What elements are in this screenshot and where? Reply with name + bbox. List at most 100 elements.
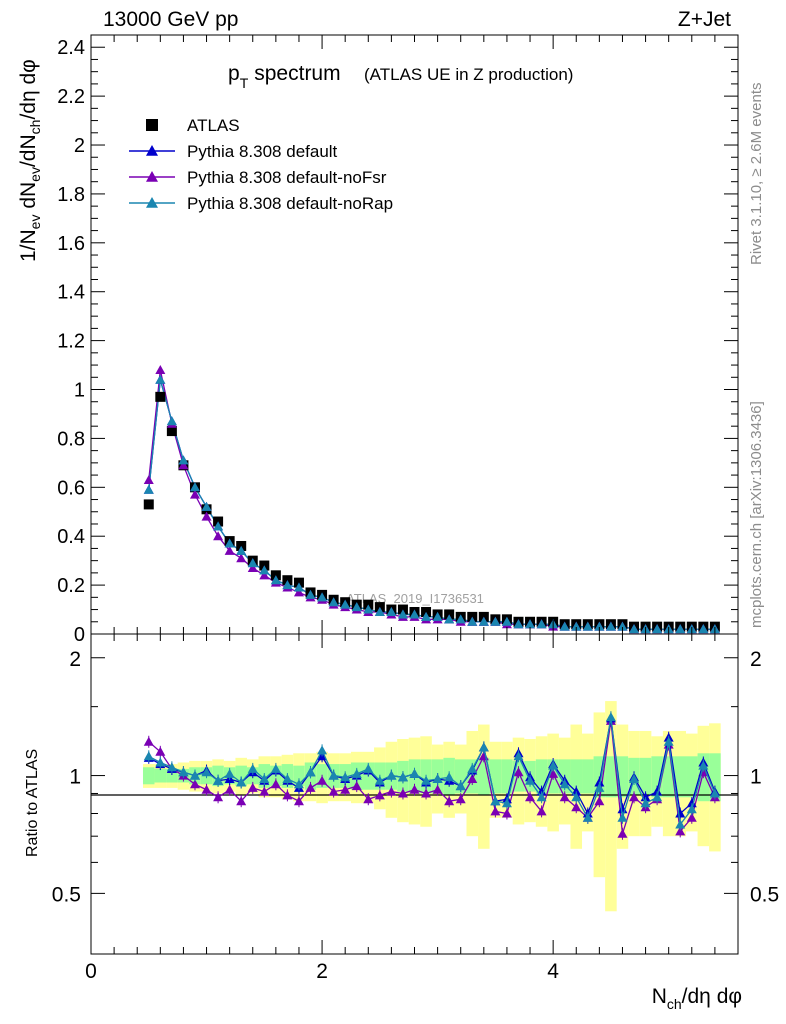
upper-mc-point: [467, 616, 478, 626]
upper-axis-ticks: 0 0.2 0.4 0.6 0.8 1 1.2 1.4 1.6 1.8 2 2.2 2.4: [57, 34, 738, 646]
upper-mc-point: [536, 619, 547, 629]
ratio-point: [351, 768, 362, 778]
upper-y-tick-label: 0: [74, 624, 85, 646]
lower-axis-ticks: 0.5 0.5 1 1 2 2 0 2 4: [52, 634, 779, 983]
ratio-point: [455, 781, 466, 791]
ratio-stat-band: [489, 759, 502, 794]
ratio-point: [201, 784, 212, 794]
ratio-stat-band: [582, 759, 594, 794]
ratio-point: [328, 786, 339, 796]
upper-mc-point: [698, 624, 709, 634]
rivet-label: Rivet 3.1.10, ≥ 2.6M events: [748, 83, 765, 266]
ratio-point: [444, 796, 455, 806]
ratio-point: [282, 773, 293, 783]
upper-mc-point: [605, 621, 616, 631]
ratio-point: [467, 773, 478, 783]
ratio-point: [236, 796, 247, 806]
ratio-stat-band: [570, 759, 583, 794]
ratio-point: [559, 792, 570, 802]
ratio-point: [652, 786, 663, 796]
ratio-point: [536, 792, 547, 802]
upper-mc-point: [351, 602, 362, 612]
upper-mc-point: [594, 621, 605, 631]
upper-mc-point: [166, 416, 177, 426]
upper-mc-point: [259, 565, 270, 575]
upper-mc-point: [155, 374, 166, 384]
ratio-point: [363, 763, 374, 773]
ratio-stat-band: [235, 765, 247, 787]
ratio-y-tick-label-right: 1: [750, 766, 762, 789]
upper-mc-point: [178, 460, 189, 470]
ratio-point: [548, 768, 559, 778]
ratio-y-tick-label-right: 0.5: [750, 883, 779, 906]
plot-title-note: (ATLAS UE in Z production): [364, 65, 573, 84]
ratio-stat-band: [605, 756, 617, 798]
upper-y-tick-label: 0.2: [57, 575, 85, 597]
ratio-stat-band: [501, 759, 513, 794]
ratio-stat-band: [293, 765, 305, 787]
ratio-point: [594, 796, 605, 806]
ratio-y-tick-label: 0.5: [52, 883, 81, 906]
energy-label: 13000 GeV pp: [103, 8, 238, 31]
ratio-stat-band: [662, 756, 675, 798]
upper-series-layer: [143, 364, 720, 634]
ratio-point: [259, 786, 270, 796]
x-tick-label: 2: [316, 960, 328, 983]
ratio-point: [501, 808, 512, 818]
upper-mc-point: [432, 611, 443, 621]
upper-mc-point: [421, 611, 432, 621]
upper-mc-point: [525, 619, 536, 629]
legend-marker: [146, 171, 158, 182]
ratio-point: [143, 736, 154, 746]
ratio-y-axis-title: Ratio to ATLAS: [24, 749, 41, 857]
upper-mc-point: [270, 575, 281, 585]
upper-mc-point: [386, 606, 397, 616]
upper-y-tick-label: 0.4: [57, 526, 85, 548]
ratio-point: [213, 775, 224, 785]
ratio-series-line: [148, 720, 716, 834]
ratio-stat-band: [686, 756, 698, 798]
upper-mc-point: [293, 582, 304, 592]
upper-mc-point: [675, 624, 686, 634]
ratio-y-tick-label: 2: [69, 648, 81, 671]
ratio-y-tick-label-right: 2: [750, 648, 762, 671]
upper-y-tick-label: 2: [74, 135, 85, 157]
upper-mc-point: [363, 604, 374, 614]
ratio-point: [224, 768, 235, 778]
upper-mc-point: [201, 511, 212, 521]
upper-mc-point: [305, 589, 316, 599]
upper-mc-point: [478, 616, 489, 626]
ratio-point: [525, 792, 536, 802]
ratio-point: [397, 772, 408, 782]
process-label: Z+Jet: [678, 8, 731, 31]
ratio-point: [478, 742, 489, 752]
ratio-point: [686, 798, 697, 808]
upper-mc-point: [224, 538, 235, 548]
ratio-stat-band: [639, 757, 652, 796]
x-axis-title: Nch/dη dφ: [652, 985, 742, 1012]
ratio-point: [432, 784, 443, 794]
ratio-stat-band: [154, 768, 167, 783]
ratio-point: [351, 781, 362, 791]
ratio-point: [525, 775, 536, 785]
upper-mc-point: [282, 580, 293, 590]
upper-mc-point: [247, 558, 258, 568]
upper-mc-point: [397, 609, 408, 619]
ratio-stat-band: [616, 756, 629, 798]
upper-mc-point: [617, 621, 628, 631]
ratio-point: [640, 798, 651, 808]
legend-label: ATLAS: [187, 116, 240, 135]
ratio-point: [571, 792, 582, 802]
ratio-stat-band: [535, 759, 548, 794]
ratio-point: [270, 763, 281, 773]
upper-mc-point: [501, 616, 512, 626]
upper-mc-point: [293, 587, 304, 597]
upper-mc-point: [201, 501, 212, 511]
title-spectrum: spectrum: [254, 62, 340, 85]
ratio-point: [305, 767, 316, 777]
ratio-point: [698, 760, 709, 770]
x-tick-label: 0: [85, 960, 97, 983]
ratio-point: [236, 777, 247, 787]
ratio-point: [317, 745, 328, 755]
